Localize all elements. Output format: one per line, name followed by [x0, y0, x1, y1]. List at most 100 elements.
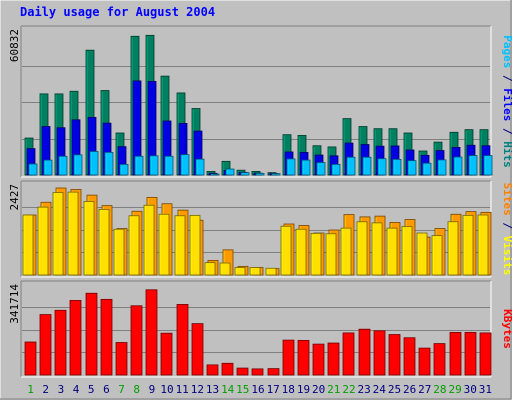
bar-kbytes-kbytes-day-27 [418, 347, 431, 376]
bar-hits-pages-day-28 [437, 159, 447, 176]
bar-kbytes-kbytes-day-23 [358, 328, 371, 376]
day-label-25: 25 [388, 383, 401, 396]
day-label-16: 16 [251, 383, 264, 396]
bar-kbytes-kbytes-day-18 [282, 339, 295, 376]
bar-kbytes-kbytes-day-21 [327, 342, 340, 376]
bar-hits-pages-day-5 [89, 151, 99, 176]
bar-hits-pages-day-4 [73, 154, 83, 176]
bar-visits-sites-day-8 [128, 215, 140, 276]
bar-kbytes-kbytes-day-10 [160, 332, 173, 376]
bar-hits-pages-day-15 [240, 172, 250, 176]
bar-kbytes-kbytes-day-14 [221, 362, 234, 376]
bar-kbytes-kbytes-day-3 [54, 309, 67, 376]
bar-hits-pages-day-19 [301, 159, 311, 176]
panel-hits-title-part: Files [501, 88, 512, 121]
bar-kbytes-kbytes-day-12 [191, 323, 204, 376]
bar-visits-sites-day-12 [189, 214, 201, 276]
day-label-15: 15 [236, 383, 249, 396]
bar-hits-pages-day-23 [362, 156, 372, 176]
panel-visits: 2427 Sites / Visits [8, 180, 512, 278]
bar-hits-pages-day-30 [468, 155, 478, 176]
bar-kbytes-kbytes-day-30 [464, 331, 477, 376]
day-label-22: 22 [342, 383, 355, 396]
bar-kbytes-kbytes-day-16 [251, 368, 264, 376]
bar-hits-pages-day-16 [255, 173, 265, 176]
day-label-20: 20 [312, 383, 325, 396]
bar-kbytes-kbytes-day-28 [433, 343, 446, 376]
bar-hits-pages-day-7 [119, 164, 129, 176]
bar-kbytes-kbytes-day-31 [479, 332, 492, 376]
panel-kbytes-title: KBytes [501, 309, 512, 349]
panel-visits-title: Sites / Visits [501, 183, 512, 276]
day-label-21: 21 [327, 383, 340, 396]
day-label-31: 31 [479, 383, 492, 396]
bar-hits-pages-day-26 [407, 160, 417, 176]
bar-kbytes-kbytes-day-24 [373, 330, 386, 376]
bar-visits-sites-day-5 [83, 201, 95, 276]
bar-visits-sites-day-23 [356, 221, 368, 276]
bar-kbytes-kbytes-day-29 [449, 331, 462, 376]
day-label-18: 18 [282, 383, 295, 396]
bar-visits-sites-day-27 [416, 232, 428, 276]
bar-hits-pages-day-27 [422, 162, 432, 176]
panel-kbytes: 341714 KBytes [8, 280, 512, 378]
bar-visits-sites-day-2 [37, 206, 49, 276]
series-sites [22, 191, 489, 276]
bar-hits-pages-day-11 [180, 154, 190, 176]
bar-hits-pages-day-6 [104, 152, 114, 176]
day-label-17: 17 [267, 383, 280, 396]
bar-visits-sites-day-9 [143, 204, 155, 276]
bar-hits-pages-day-8 [134, 155, 144, 176]
day-label-13: 13 [206, 383, 219, 396]
bar-kbytes-kbytes-day-13 [206, 364, 219, 376]
bar-kbytes-kbytes-day-26 [403, 337, 416, 376]
day-label-30: 30 [464, 383, 477, 396]
chart-title: Daily usage for August 2004 [20, 5, 215, 19]
bar-kbytes-kbytes-day-1 [24, 341, 37, 376]
panel-visits-max-label: 2427 [8, 184, 21, 211]
bar-hits-pages-day-13 [210, 173, 220, 176]
series-kbytes [24, 289, 492, 376]
day-label-12: 12 [191, 383, 204, 396]
bar-hits-pages-day-31 [483, 155, 493, 176]
day-label-11: 11 [176, 383, 189, 396]
bar-visits-sites-day-1 [22, 214, 34, 276]
bar-visits-sites-day-11 [174, 215, 186, 276]
day-label-9: 9 [149, 383, 156, 396]
panel-hits-max-label: 60832 [8, 29, 21, 62]
bar-kbytes-kbytes-day-19 [297, 339, 310, 376]
day-label-27: 27 [418, 383, 431, 396]
day-label-24: 24 [373, 383, 387, 396]
bar-visits-sites-day-31 [477, 214, 489, 276]
day-label-3: 3 [58, 383, 65, 396]
panel-hits-title-part: Hits [501, 141, 512, 168]
bar-visits-sites-day-15 [234, 267, 246, 276]
bar-kbytes-kbytes-day-8 [130, 305, 143, 376]
panel-hits-title-part: / [501, 121, 512, 141]
day-label-8: 8 [133, 383, 140, 396]
day-label-26: 26 [403, 383, 416, 396]
panel-hits-title-part: Pages [501, 35, 512, 68]
bar-kbytes-kbytes-day-4 [69, 300, 82, 376]
bar-visits-sites-day-22 [340, 227, 352, 276]
bar-hits-pages-day-10 [164, 155, 174, 176]
bar-hits-pages-day-22 [346, 156, 356, 176]
bar-visits-sites-day-21 [325, 233, 337, 276]
series-pages [28, 151, 493, 176]
bar-visits-sites-day-18 [280, 225, 292, 276]
day-label-1: 1 [27, 383, 34, 396]
bar-kbytes-kbytes-day-7 [115, 342, 128, 376]
panel-hits-title: Pages / Files / Hits [501, 35, 512, 168]
day-label-23: 23 [357, 383, 370, 396]
bar-visits-sites-day-19 [295, 228, 307, 276]
day-label-29: 29 [448, 383, 461, 396]
bar-hits-pages-day-2 [43, 159, 53, 176]
bar-hits-pages-day-18 [286, 158, 296, 176]
bar-kbytes-kbytes-day-9 [145, 289, 158, 376]
bar-hits-pages-day-14 [225, 168, 235, 176]
day-label-2: 2 [42, 383, 49, 396]
panel-kbytes-max-label: 341714 [8, 284, 21, 324]
panel-hits-title-part: / [501, 68, 512, 88]
bar-hits-pages-day-24 [377, 158, 387, 176]
bar-hits-pages-day-21 [331, 164, 341, 176]
